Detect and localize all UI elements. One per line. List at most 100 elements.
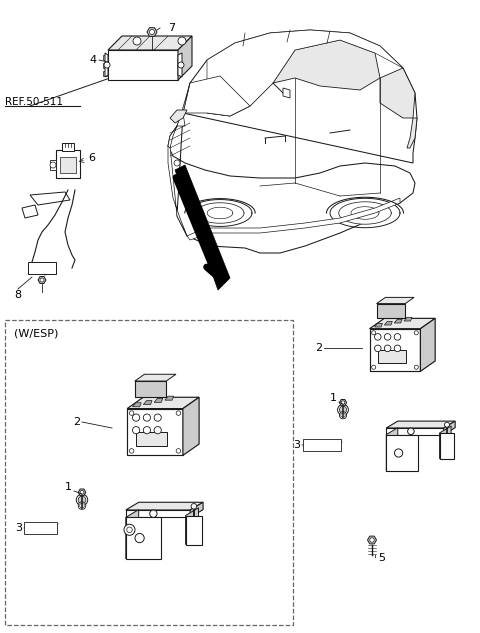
Polygon shape — [135, 374, 176, 381]
Circle shape — [127, 527, 132, 532]
Bar — [103, 63, 108, 68]
Circle shape — [384, 345, 391, 352]
Polygon shape — [404, 317, 412, 321]
Circle shape — [341, 413, 345, 417]
Circle shape — [149, 30, 155, 35]
Circle shape — [154, 414, 161, 421]
Text: 2: 2 — [73, 417, 80, 427]
Circle shape — [339, 411, 347, 419]
Polygon shape — [168, 83, 190, 148]
Polygon shape — [207, 30, 403, 116]
Bar — [376, 304, 405, 318]
Circle shape — [150, 510, 157, 517]
Circle shape — [104, 62, 110, 68]
Text: REF.50-511: REF.50-511 — [5, 97, 63, 107]
Circle shape — [414, 365, 419, 369]
Circle shape — [174, 160, 180, 166]
Polygon shape — [38, 277, 46, 284]
Circle shape — [132, 427, 140, 434]
Text: 3: 3 — [293, 440, 300, 450]
Text: 5: 5 — [378, 553, 385, 563]
Polygon shape — [178, 53, 182, 77]
Polygon shape — [126, 502, 203, 510]
Circle shape — [144, 427, 151, 434]
Text: 4: 4 — [90, 55, 97, 65]
Bar — [62, 143, 74, 151]
Text: (W/ESP): (W/ESP) — [14, 329, 59, 339]
Polygon shape — [175, 165, 230, 290]
Bar — [378, 350, 406, 363]
Circle shape — [78, 502, 86, 510]
Polygon shape — [154, 398, 163, 403]
Polygon shape — [132, 403, 141, 407]
Circle shape — [408, 428, 414, 435]
Bar — [28, 262, 56, 274]
Polygon shape — [384, 322, 392, 325]
Text: 3: 3 — [15, 523, 22, 533]
Circle shape — [372, 365, 376, 369]
Polygon shape — [190, 502, 203, 517]
Circle shape — [176, 411, 180, 415]
Circle shape — [374, 334, 381, 340]
Polygon shape — [183, 398, 199, 455]
Polygon shape — [30, 192, 70, 205]
Circle shape — [144, 414, 151, 421]
Polygon shape — [440, 426, 451, 459]
Polygon shape — [165, 396, 174, 400]
Bar — [108, 50, 178, 80]
Bar — [103, 71, 108, 76]
Text: 7: 7 — [168, 23, 175, 33]
Circle shape — [178, 37, 186, 45]
Polygon shape — [105, 53, 108, 77]
Text: 2: 2 — [315, 343, 322, 353]
Circle shape — [129, 449, 134, 453]
Circle shape — [154, 427, 161, 434]
Bar — [60, 157, 76, 173]
Circle shape — [370, 538, 374, 542]
Bar — [126, 510, 190, 517]
Polygon shape — [376, 298, 414, 304]
Polygon shape — [78, 489, 86, 496]
Bar — [127, 408, 183, 455]
Circle shape — [178, 62, 184, 68]
Polygon shape — [22, 205, 38, 218]
Circle shape — [384, 334, 391, 340]
Polygon shape — [207, 46, 295, 116]
Circle shape — [135, 534, 144, 542]
Bar — [386, 428, 444, 435]
Polygon shape — [187, 198, 400, 240]
Bar — [303, 439, 341, 451]
Circle shape — [339, 406, 347, 413]
Circle shape — [176, 449, 180, 453]
Bar — [5, 320, 293, 625]
Circle shape — [78, 496, 86, 504]
Text: 1: 1 — [330, 393, 337, 403]
Polygon shape — [386, 428, 398, 472]
Bar — [50, 160, 56, 170]
Polygon shape — [394, 319, 402, 323]
Polygon shape — [386, 421, 455, 428]
Circle shape — [341, 401, 345, 404]
Bar — [126, 517, 161, 559]
Bar — [386, 435, 418, 472]
Polygon shape — [168, 30, 417, 253]
Circle shape — [372, 330, 376, 335]
Circle shape — [191, 504, 197, 509]
Polygon shape — [186, 508, 199, 544]
Circle shape — [80, 491, 84, 494]
Polygon shape — [420, 318, 435, 372]
Circle shape — [394, 334, 401, 340]
Polygon shape — [283, 88, 290, 98]
Polygon shape — [368, 536, 376, 544]
Text: 8: 8 — [14, 290, 22, 300]
Polygon shape — [273, 40, 380, 90]
Polygon shape — [144, 401, 152, 404]
Polygon shape — [178, 36, 192, 80]
Polygon shape — [127, 398, 199, 408]
Circle shape — [395, 449, 403, 457]
Polygon shape — [444, 421, 455, 435]
Bar — [136, 432, 167, 446]
Polygon shape — [126, 510, 139, 559]
Circle shape — [129, 411, 134, 415]
Polygon shape — [147, 28, 157, 36]
